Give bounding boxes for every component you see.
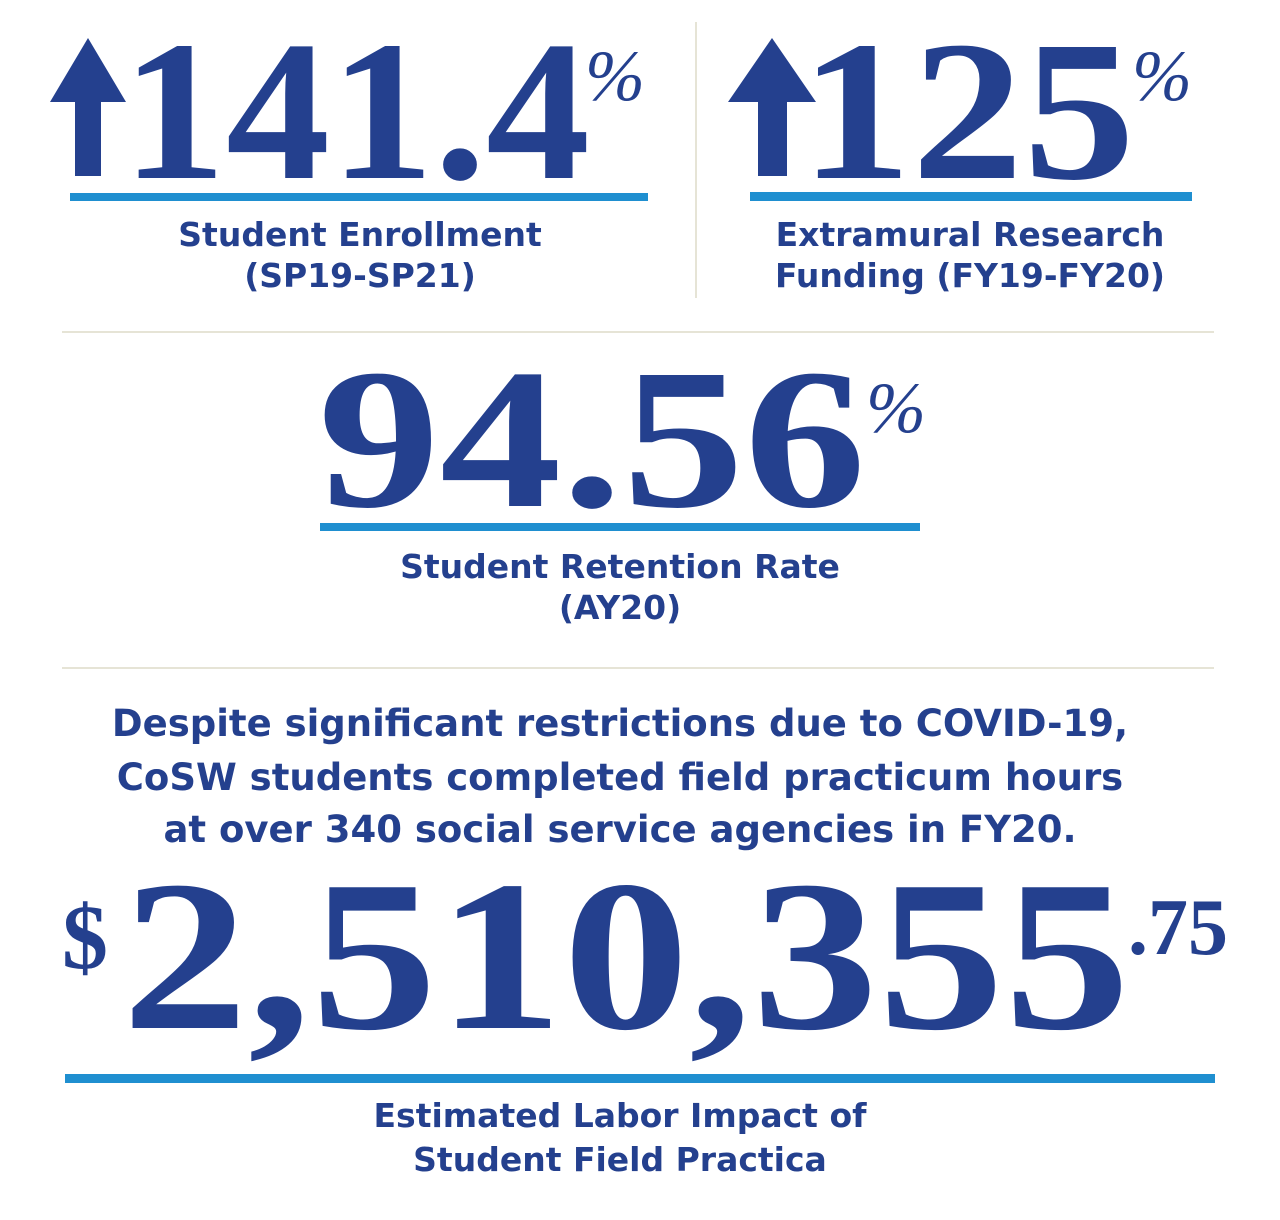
stat-label: Student Enrollment <box>178 215 542 254</box>
underline <box>320 523 920 531</box>
up-arrow <box>728 38 816 176</box>
stat-value: 125 <box>800 1 1135 222</box>
stat-unit: % <box>585 36 645 116</box>
stat-label: Funding (FY19-FY20) <box>775 256 1165 295</box>
underline <box>750 192 1192 201</box>
labor-label: Estimated Labor Impact of <box>374 1096 868 1135</box>
labor-label: Student Field Practica <box>413 1140 827 1179</box>
underline <box>70 193 648 201</box>
stat-value: 94.56 <box>318 329 866 550</box>
paragraph-line: CoSW students completed field practicum … <box>117 756 1123 799</box>
labor-cents: .75 <box>1128 884 1228 972</box>
labor-value: 2,510,355 <box>122 836 1130 1075</box>
stat-value: 141.4 <box>122 1 590 222</box>
underline <box>65 1074 1215 1083</box>
stat-label: Extramural Research <box>776 215 1165 254</box>
stat-label: (AY20) <box>559 588 681 627</box>
paragraph-line: Despite significant restrictions due to … <box>112 702 1128 745</box>
stat-unit: % <box>1132 36 1192 116</box>
stat-unit: % <box>866 368 926 448</box>
up-arrow <box>50 38 126 176</box>
stat-label: (SP19-SP21) <box>244 256 476 295</box>
paragraph-line: at over 340 social service agencies in F… <box>163 808 1076 851</box>
currency-symbol: $ <box>62 886 108 988</box>
stat-label: Student Retention Rate <box>400 547 840 586</box>
